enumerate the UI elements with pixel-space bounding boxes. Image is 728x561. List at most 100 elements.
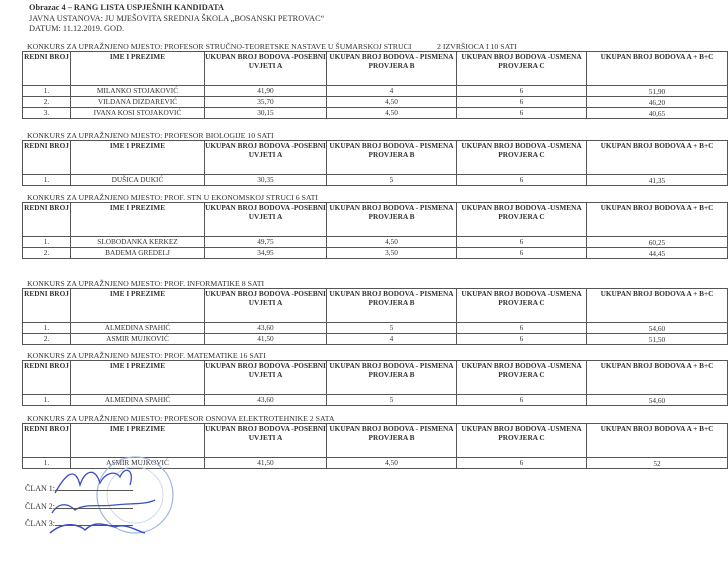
- column-header: UKUPAN BROJ BODOVA -USMENA PROVJERA C: [456, 360, 587, 395]
- document-title: Obrazac 4 – RANG LISTA USPJEŠNIH KANDIDA…: [29, 3, 224, 12]
- column-header: UKUPAN BROJ BODOVA - PISMENA PROVJERA B: [326, 360, 457, 395]
- table-header: REDNI BROJ IME I PREZIME UKUPAN BROJ BODOV…: [22, 51, 728, 86]
- signature-2: [51, 499, 156, 514]
- table-row: 1. ALMEDINA SPAHIĆ 43,60 5 6 54,60: [22, 322, 728, 334]
- column-header: UKUPAN BROJ BODOVA -USMENA PROVJERA C: [456, 423, 587, 458]
- column-header: UKUPAN BROJ BODOVA - PISMENA PROVJERA B: [326, 288, 457, 323]
- table-header: REDNI BROJ IME I PREZIME UKUPAN BROJ BODOV…: [22, 202, 728, 237]
- table-cell: 41,50: [204, 457, 327, 469]
- signature-1: [54, 469, 132, 494]
- signature-3: [49, 523, 146, 534]
- column-header: UKUPAN BROJ BODOVA -POSEBNI UVJETI A: [204, 360, 327, 395]
- table-cell: 6: [456, 85, 587, 97]
- column-header: UKUPAN BROJ BODOVA -USMENA PROVJERA C: [456, 202, 587, 237]
- ranking-table: REDNI BROJ IME I PREZIME UKUPAN BROJ BODOV…: [22, 140, 728, 186]
- table-cell: 2.: [22, 96, 71, 108]
- table-cell: 1.: [22, 236, 71, 248]
- date: DATUM: 11.12.2019. GOD.: [29, 24, 125, 33]
- stamp: [96, 456, 174, 534]
- ranking-table: REDNI BROJ IME I PREZIME UKUPAN BROJ BODOV…: [22, 288, 728, 345]
- column-header: REDNI BROJ: [22, 423, 71, 458]
- table-cell: 1.: [22, 394, 71, 406]
- table-row: 1. SLOBODANKA KERKEZ 49,75 4,50 6 60,25: [22, 236, 728, 248]
- konkurs-section: KONKURS ZA UPRAŽNJENO MJESTO: PROFESOR S…: [22, 42, 728, 119]
- konkurs-section: KONKURS ZA UPRAŽNJENO MJESTO: PROFESOR B…: [22, 131, 728, 186]
- column-header: IME I PREZIME: [70, 202, 205, 237]
- table-cell: 2.: [22, 333, 71, 345]
- table-row: 1. ASMIR MUJKOVIĆ 41,50 4,50 6 52: [22, 457, 728, 469]
- column-header: UKUPAN BROJ BODOVA - PISMENA PROVJERA B: [326, 423, 457, 458]
- column-header: UKUPAN BROJ BODOVA A + B+C: [586, 288, 728, 323]
- table-cell: 4,50: [326, 236, 457, 248]
- column-header: REDNI BROJ: [22, 360, 71, 395]
- table-cell: VILDANA DIZDAREVIĆ: [70, 96, 205, 108]
- table-cell: 5: [326, 174, 457, 186]
- table-cell: 6: [456, 322, 587, 334]
- column-header: IME I PREZIME: [70, 288, 205, 323]
- signatures-and-stamp: [49, 456, 174, 534]
- table-cell: 44,45: [586, 247, 728, 259]
- column-header: UKUPAN BROJ BODOVA -POSEBNI UVJETI A: [204, 423, 327, 458]
- table-cell: 6: [456, 247, 587, 259]
- table-cell: 3,50: [326, 247, 457, 259]
- table-cell: DUŠICA DUKIĆ: [70, 174, 205, 186]
- table-cell: ALMEDINA SPAHIĆ: [70, 322, 205, 334]
- konkurs-section: KONKURS ZA UPRAŽNJENO MJESTO: PROFESOR O…: [22, 414, 728, 469]
- table-cell: 5: [326, 394, 457, 406]
- table-cell: 41,35: [586, 174, 728, 186]
- table-cell: 6: [456, 394, 587, 406]
- table-cell: ASMIR MUJKOVIĆ: [70, 333, 205, 345]
- table-cell: 35,70: [204, 96, 327, 108]
- table-cell: 30,35: [204, 174, 327, 186]
- table-cell: 5: [326, 322, 457, 334]
- column-header: UKUPAN BROJ BODOVA - PISMENA PROVJERA B: [326, 202, 457, 237]
- table-cell: BADEMA GREDELJ: [70, 247, 205, 259]
- section-title: KONKURS ZA UPRAŽNJENO MJESTO: PROFESOR S…: [27, 42, 517, 51]
- column-header: UKUPAN BROJ BODOVA A + B+C: [586, 140, 728, 175]
- konkurs-section: KONKURS ZA UPRAŽNJENO MJESTO: PROF. STN …: [22, 193, 728, 259]
- table-cell: IVANA KOSI STOJAKOVIĆ: [70, 107, 205, 119]
- column-header: IME I PREZIME: [70, 360, 205, 395]
- table-cell: 54,60: [586, 322, 728, 334]
- table-cell: 1.: [22, 322, 71, 334]
- table-row: 1. MILANKO STOJAKOVIĆ 41,90 4 6 51,90: [22, 85, 728, 97]
- column-header: UKUPAN BROJ BODOVA -POSEBNI UVJETI A: [204, 202, 327, 237]
- section-title: KONKURS ZA UPRAŽNJENO MJESTO: PROFESOR B…: [27, 131, 274, 140]
- column-header: UKUPAN BROJ BODOVA A + B+C: [586, 202, 728, 237]
- table-cell: 51,50: [586, 333, 728, 345]
- table-cell: 54,60: [586, 394, 728, 406]
- section-title: KONKURS ZA UPRAŽNJENO MJESTO: PROF. MATE…: [27, 351, 266, 360]
- ranking-table: REDNI BROJ IME I PREZIME UKUPAN BROJ BODOV…: [22, 202, 728, 259]
- table-header: REDNI BROJ IME I PREZIME UKUPAN BROJ BODOV…: [22, 423, 728, 458]
- table-header: REDNI BROJ IME I PREZIME UKUPAN BROJ BODOV…: [22, 140, 728, 175]
- column-header: UKUPAN BROJ BODOVA -USMENA PROVJERA C: [456, 288, 587, 323]
- table-cell: 49,75: [204, 236, 327, 248]
- table-cell: 1.: [22, 85, 71, 97]
- column-header: UKUPAN BROJ BODOVA -POSEBNI UVJETI A: [204, 51, 327, 86]
- ranking-table: REDNI BROJ IME I PREZIME UKUPAN BROJ BODOV…: [22, 360, 728, 406]
- table-row: 2. VILDANA DIZDAREVIĆ 35,70 4,50 6 46,20: [22, 96, 728, 108]
- table-row: 2. BADEMA GREDELJ 34,95 3,50 6 44,45: [22, 247, 728, 259]
- section-title: KONKURS ZA UPRAŽNJENO MJESTO: PROFESOR O…: [27, 414, 335, 423]
- konkurs-section: KONKURS ZA UPRAŽNJENO MJESTO: PROF. MATE…: [22, 351, 728, 406]
- table-cell: 40,65: [586, 107, 728, 119]
- column-header: UKUPAN BROJ BODOVA -USMENA PROVJERA C: [456, 140, 587, 175]
- column-header: IME I PREZIME: [70, 140, 205, 175]
- table-cell: 6: [456, 107, 587, 119]
- section-extra: 2 IZVRŠIOCA I 10 SATI: [437, 42, 517, 51]
- table-cell: 6: [456, 174, 587, 186]
- table-cell: 43,60: [204, 322, 327, 334]
- table-cell: 1.: [22, 174, 71, 186]
- table-cell: 4,50: [326, 96, 457, 108]
- column-header: REDNI BROJ: [22, 51, 71, 86]
- table-cell: 34,95: [204, 247, 327, 259]
- table-cell: 41,50: [204, 333, 327, 345]
- column-header: REDNI BROJ: [22, 202, 71, 237]
- table-cell: 6: [456, 333, 587, 345]
- document-header: Obrazac 4 – RANG LISTA USPJEŠNIH KANDIDA…: [29, 3, 324, 35]
- table-cell: 41,90: [204, 85, 327, 97]
- table-row: 3. IVANA KOSI STOJAKOVIĆ 30,15 4,50 6 40,65: [22, 107, 728, 119]
- table-cell: SLOBODANKA KERKEZ: [70, 236, 205, 248]
- table-cell: 30,15: [204, 107, 327, 119]
- table-cell: 6: [456, 96, 587, 108]
